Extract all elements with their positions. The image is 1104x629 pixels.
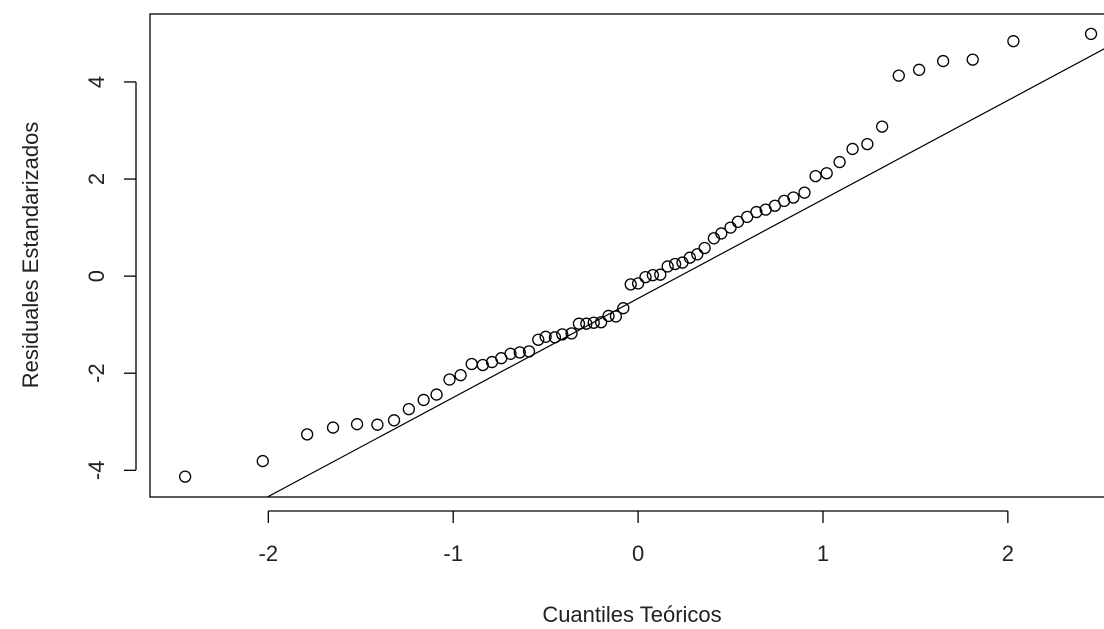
data-point	[326, 421, 340, 434]
data-point	[178, 470, 192, 483]
data-point	[698, 241, 711, 255]
data-point	[556, 328, 569, 341]
data-point	[966, 53, 979, 66]
data-point	[861, 137, 874, 151]
data-point	[443, 373, 456, 386]
data-point	[1007, 35, 1020, 48]
data-point	[846, 142, 859, 156]
x-axis-title: Cuantiles Teóricos	[542, 602, 721, 627]
data-point	[715, 227, 728, 240]
data-point	[565, 327, 578, 340]
data-point	[594, 316, 608, 329]
data-point	[750, 205, 763, 219]
data-point	[504, 347, 517, 360]
data-point	[548, 331, 562, 344]
x-tick-label: 1	[817, 541, 829, 566]
plot-frame	[149, 13, 1104, 498]
data-point	[724, 221, 737, 234]
y-tick-label: 4	[84, 76, 109, 88]
data-point	[639, 270, 652, 284]
data-point	[522, 345, 536, 358]
data-point	[787, 191, 800, 204]
data-point	[683, 251, 697, 264]
data-point	[833, 155, 846, 169]
data-point	[617, 302, 630, 315]
y-axis: -4 -2 0 2 4	[84, 76, 137, 481]
data-point	[937, 54, 950, 68]
data-point	[809, 169, 822, 183]
reference-line	[266, 48, 1104, 497]
data-point	[668, 257, 682, 271]
data-point	[912, 63, 926, 76]
x-tick-label: -1	[443, 541, 463, 566]
data-point	[572, 317, 586, 330]
data-point	[476, 358, 489, 372]
data-point	[454, 369, 467, 382]
data-point	[430, 388, 443, 401]
data-point	[402, 402, 415, 416]
y-tick-label: -4	[84, 461, 109, 481]
data-point	[350, 418, 364, 431]
data-point	[875, 120, 889, 133]
data-point	[602, 309, 615, 323]
y-tick-label: 2	[84, 173, 109, 185]
data-point	[820, 167, 833, 180]
data-point	[465, 357, 478, 371]
data-point	[513, 346, 526, 359]
data-point	[624, 278, 637, 291]
data-point	[539, 330, 552, 343]
data-point	[301, 428, 314, 441]
data-point	[609, 310, 623, 323]
data-point	[417, 393, 430, 407]
data-point	[798, 186, 811, 199]
y-tick-label: -2	[84, 363, 109, 383]
data-point	[587, 316, 600, 329]
data-point	[661, 260, 674, 273]
points-layer	[178, 27, 1098, 483]
y-tick-label: 0	[84, 270, 109, 282]
x-tick-label: 2	[1002, 541, 1014, 566]
data-point	[580, 317, 593, 330]
data-point	[691, 248, 704, 261]
data-point	[256, 454, 269, 468]
data-point	[387, 414, 401, 427]
data-point	[371, 418, 384, 431]
x-axis: -2 -1 0 1 2	[259, 510, 1014, 566]
x-tick-label: 0	[632, 541, 644, 566]
data-point	[532, 333, 545, 346]
x-tick-label: -2	[259, 541, 279, 566]
y-axis-title: Residuales Estandarizados	[18, 122, 43, 389]
data-point	[646, 269, 660, 282]
data-point	[631, 277, 645, 290]
data-point	[654, 268, 667, 281]
data-point	[1084, 27, 1098, 41]
data-point	[892, 69, 905, 82]
